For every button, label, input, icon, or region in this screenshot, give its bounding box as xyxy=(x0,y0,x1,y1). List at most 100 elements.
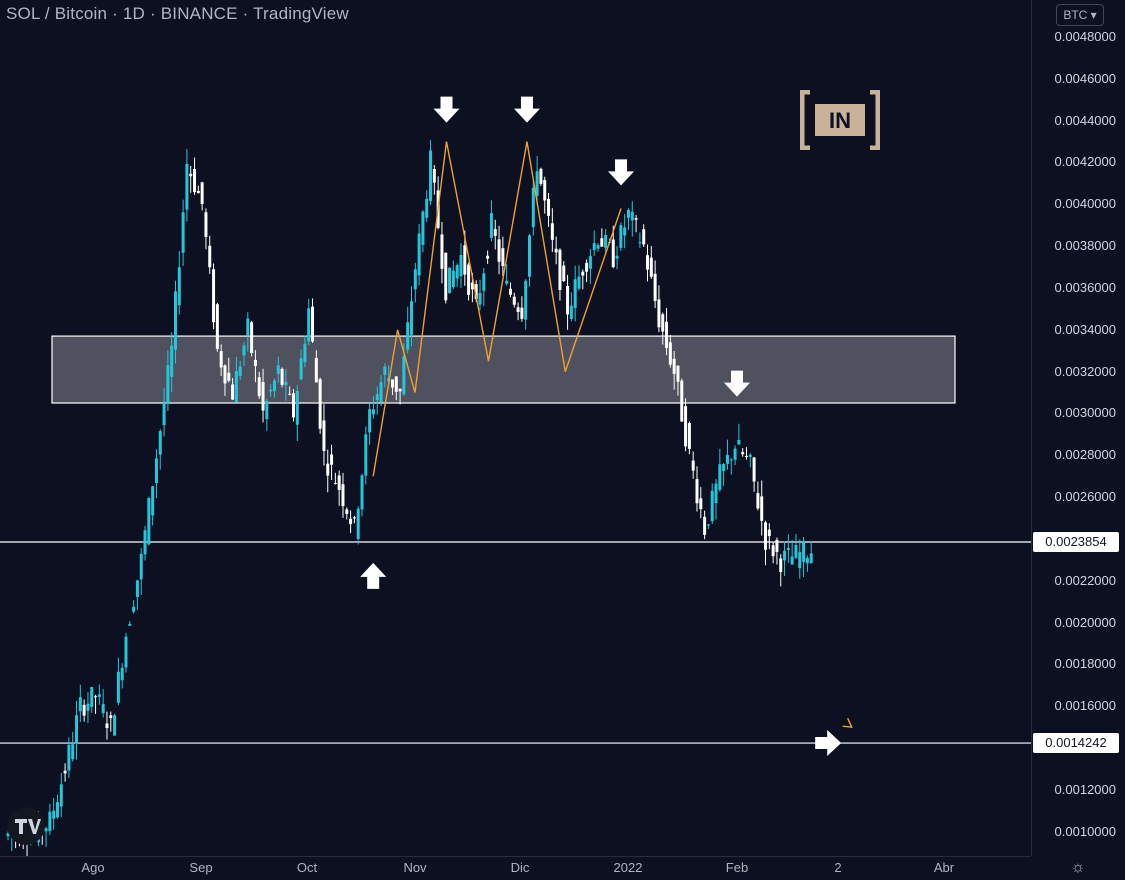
candle-body xyxy=(356,508,360,540)
candle-body xyxy=(261,382,265,411)
candle-body xyxy=(63,770,67,774)
price-tick-label: 0.0026000 xyxy=(1054,489,1116,505)
candle-body xyxy=(124,636,128,668)
candle-body xyxy=(6,833,10,837)
candle-body xyxy=(311,306,315,342)
time-tick-label: Nov xyxy=(403,860,427,875)
candle-body xyxy=(429,150,433,202)
candle-body xyxy=(326,463,330,476)
candle-body xyxy=(82,704,86,716)
candle-body xyxy=(116,671,120,703)
candle-body xyxy=(725,454,729,464)
candle-body xyxy=(432,169,436,183)
price-tick-label: 0.0036000 xyxy=(1054,279,1116,295)
candle-body xyxy=(360,475,364,510)
candle-body xyxy=(151,486,155,516)
candle-body xyxy=(265,400,269,420)
candle-body xyxy=(231,384,235,400)
candle-body xyxy=(748,454,752,457)
candle-body xyxy=(680,380,684,422)
candle-body xyxy=(737,439,741,445)
candle-body xyxy=(215,304,219,350)
candle-body xyxy=(775,539,779,552)
candle-body xyxy=(779,558,783,572)
candle-body xyxy=(154,458,158,483)
candle-body xyxy=(212,269,216,323)
price-axis[interactable]: 0.0046000 0.0044000 0.0042000 0.0040000 0.00… xyxy=(1031,0,1125,856)
time-tick-label: Ago xyxy=(81,860,105,875)
time-tick-label: Sep xyxy=(189,860,213,875)
candle-body xyxy=(451,270,455,287)
candle-body xyxy=(71,744,75,760)
candle-body xyxy=(143,530,147,555)
candle-body xyxy=(554,248,558,253)
candle-body xyxy=(760,496,764,521)
candle-body xyxy=(425,198,429,218)
candle-body xyxy=(307,308,311,342)
price-tick-label: 0.0016000 xyxy=(1054,698,1116,714)
price-chart[interactable] xyxy=(0,0,1031,856)
candle-body xyxy=(512,296,516,305)
candle-body xyxy=(497,239,501,262)
candle-body xyxy=(566,286,570,315)
pattern-arrowhead xyxy=(842,717,853,729)
candle-body xyxy=(52,810,56,819)
price-tick-label: 0.0032000 xyxy=(1054,363,1116,379)
gear-icon[interactable]: ☼ xyxy=(1070,859,1086,876)
candle-body xyxy=(714,483,718,503)
time-tick-label: Feb xyxy=(725,860,749,875)
candle-body xyxy=(558,249,562,290)
candle-body xyxy=(489,213,493,238)
candle-body xyxy=(493,229,497,236)
candle-body xyxy=(794,544,798,558)
candle-body xyxy=(646,255,650,270)
candle-body xyxy=(390,379,394,388)
currency-button[interactable]: BTC ▾ xyxy=(1056,4,1104,26)
time-tick-label: 2 xyxy=(834,860,842,875)
candle-body xyxy=(573,279,577,308)
candle-body xyxy=(798,552,802,569)
candle-body xyxy=(569,305,573,320)
candle-body xyxy=(288,393,292,395)
beincrypto-logo: IN xyxy=(800,90,880,150)
candle-body xyxy=(695,479,699,504)
candle-body xyxy=(337,475,341,490)
down-arrow-marker xyxy=(608,159,635,186)
price-tick-label: 0.0034000 xyxy=(1054,321,1116,337)
candle-body xyxy=(596,245,600,249)
time-tick-label: Dic xyxy=(510,860,530,875)
candle-body xyxy=(368,409,372,433)
candle-body xyxy=(402,356,406,395)
candle-body xyxy=(272,380,276,392)
candle-body xyxy=(543,179,547,201)
down-arrow-marker xyxy=(513,96,540,123)
candle-body xyxy=(703,516,707,535)
candle-body xyxy=(253,359,257,367)
candle-body xyxy=(463,245,467,275)
candle-body xyxy=(193,168,197,193)
candle-body xyxy=(97,694,101,697)
candle-body xyxy=(101,704,105,714)
candle-body xyxy=(805,557,809,564)
candle-body xyxy=(78,697,82,712)
candle-body xyxy=(623,227,627,236)
tradingview-logo-icon[interactable] xyxy=(6,806,46,846)
candle-body xyxy=(410,301,413,335)
candle-body xyxy=(706,524,710,526)
time-tick-label: Oct xyxy=(296,860,318,875)
candle-body xyxy=(189,173,193,177)
candle-body xyxy=(421,211,425,245)
candle-body xyxy=(508,288,512,295)
candle-body xyxy=(166,365,170,405)
time-axis[interactable]: Ago Sep Oct Nov Dic 2022 Feb 2 Abr xyxy=(0,856,1031,880)
candle-body xyxy=(649,257,653,277)
candle-body xyxy=(550,223,554,240)
chart-area[interactable]: SOL / Bitcoin · 1D · BINANCE · TradingVi… xyxy=(0,0,1031,856)
candle-body xyxy=(672,358,676,374)
candle-body xyxy=(440,234,444,269)
candle-body xyxy=(699,498,703,510)
down-arrow-marker xyxy=(724,370,750,397)
candle-body xyxy=(223,365,227,384)
price-level-label: 0.0014242 xyxy=(1033,733,1119,754)
candle-body xyxy=(710,490,714,522)
